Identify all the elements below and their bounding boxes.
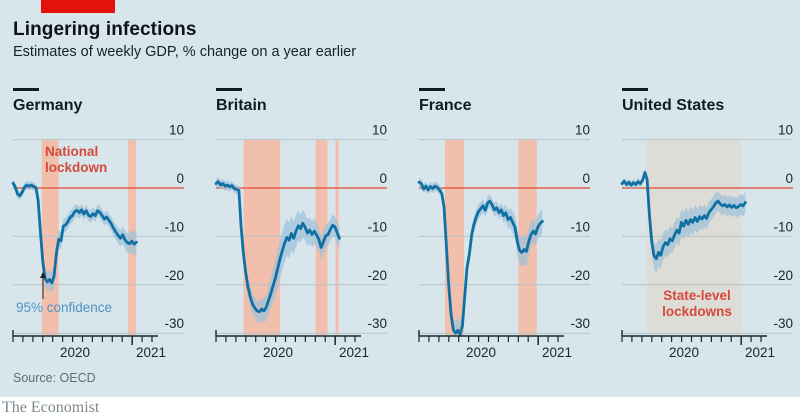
annotation-national-lockdown: National lockdown (45, 144, 108, 175)
y-axis-label-10: 10 (575, 123, 590, 138)
panel-title-britain: Britain (216, 97, 267, 114)
publication-brand: The Economist (2, 399, 100, 416)
panel-title-germany: Germany (13, 97, 83, 114)
gdp-line-united-states (620, 171, 747, 261)
panel-chart-britain: 10 0 -10 -20 -30 2020 2021 (214, 123, 387, 360)
x-axis-year-label-2021: 2021 (339, 345, 369, 360)
x-axis-year-label-2021: 2021 (542, 345, 572, 360)
panel-chart-germany: 10 0 -10 -20 -30 2020 2021 (11, 123, 184, 360)
y-axis-label--20: -20 (570, 268, 590, 283)
chart-subtitle: Estimates of weekly GDP, % change on a y… (13, 44, 357, 60)
annotation-confidence-label: 95% confidence (16, 300, 113, 315)
x-axis-year-label-2021: 2021 (136, 345, 166, 360)
y-axis-label--30: -30 (367, 316, 387, 331)
chart-title: Lingering infections (13, 19, 197, 40)
y-axis-label-0: 0 (785, 171, 793, 186)
panel-title-united-states: United States (622, 97, 725, 114)
lockdown-band-france-1 (445, 140, 464, 335)
y-axis-label--20: -20 (367, 268, 387, 283)
x-axis-year-label-2020: 2020 (263, 345, 293, 360)
y-axis-label-10: 10 (778, 123, 793, 138)
gdp-line-france (417, 180, 544, 336)
panel-rule-germany (13, 88, 39, 91)
y-axis-label--30: -30 (164, 316, 184, 331)
panel-title-france: France (419, 97, 472, 114)
y-axis-label-10: 10 (169, 123, 184, 138)
x-axis-year-label-2020: 2020 (60, 345, 90, 360)
x-axis-year-label-2020: 2020 (466, 345, 496, 360)
y-axis-label--30: -30 (773, 316, 793, 331)
y-axis-label--30: -30 (570, 316, 590, 331)
y-axis-label-0: 0 (176, 171, 184, 186)
x-axis-year-label-2020: 2020 (669, 345, 699, 360)
y-axis-label--10: -10 (367, 219, 387, 234)
source-note: Source: OECD (13, 371, 96, 385)
economist-red-tab (41, 0, 115, 13)
confidence-arrowhead (40, 272, 46, 278)
chart-card: Lingering infections Estimates of weekly… (0, 0, 800, 397)
y-axis-label--10: -10 (164, 219, 184, 234)
panel-chart-france: 10 0 -10 -20 -30 2020 2021 (417, 123, 590, 360)
y-axis-label--10: -10 (773, 219, 793, 234)
y-axis-label-0: 0 (582, 171, 590, 186)
gdp-line-germany (11, 181, 138, 285)
y-axis-label-0: 0 (379, 171, 387, 186)
y-axis-label-10: 10 (372, 123, 387, 138)
panel-rule-france (419, 88, 445, 91)
panel-rule-britain (216, 88, 242, 91)
annotation-state-lockdowns: State-level lockdowns (662, 288, 732, 319)
x-axis-year-label-2021: 2021 (745, 345, 775, 360)
y-axis-label--10: -10 (570, 219, 590, 234)
y-axis-label--20: -20 (164, 268, 184, 283)
panel-rule-united-states (622, 88, 648, 91)
gdp-line-britain (214, 180, 341, 314)
y-axis-label--20: -20 (773, 268, 793, 283)
panel-chart-united-states: 10 0 -10 -20 -30 2020 2021 (620, 123, 793, 360)
